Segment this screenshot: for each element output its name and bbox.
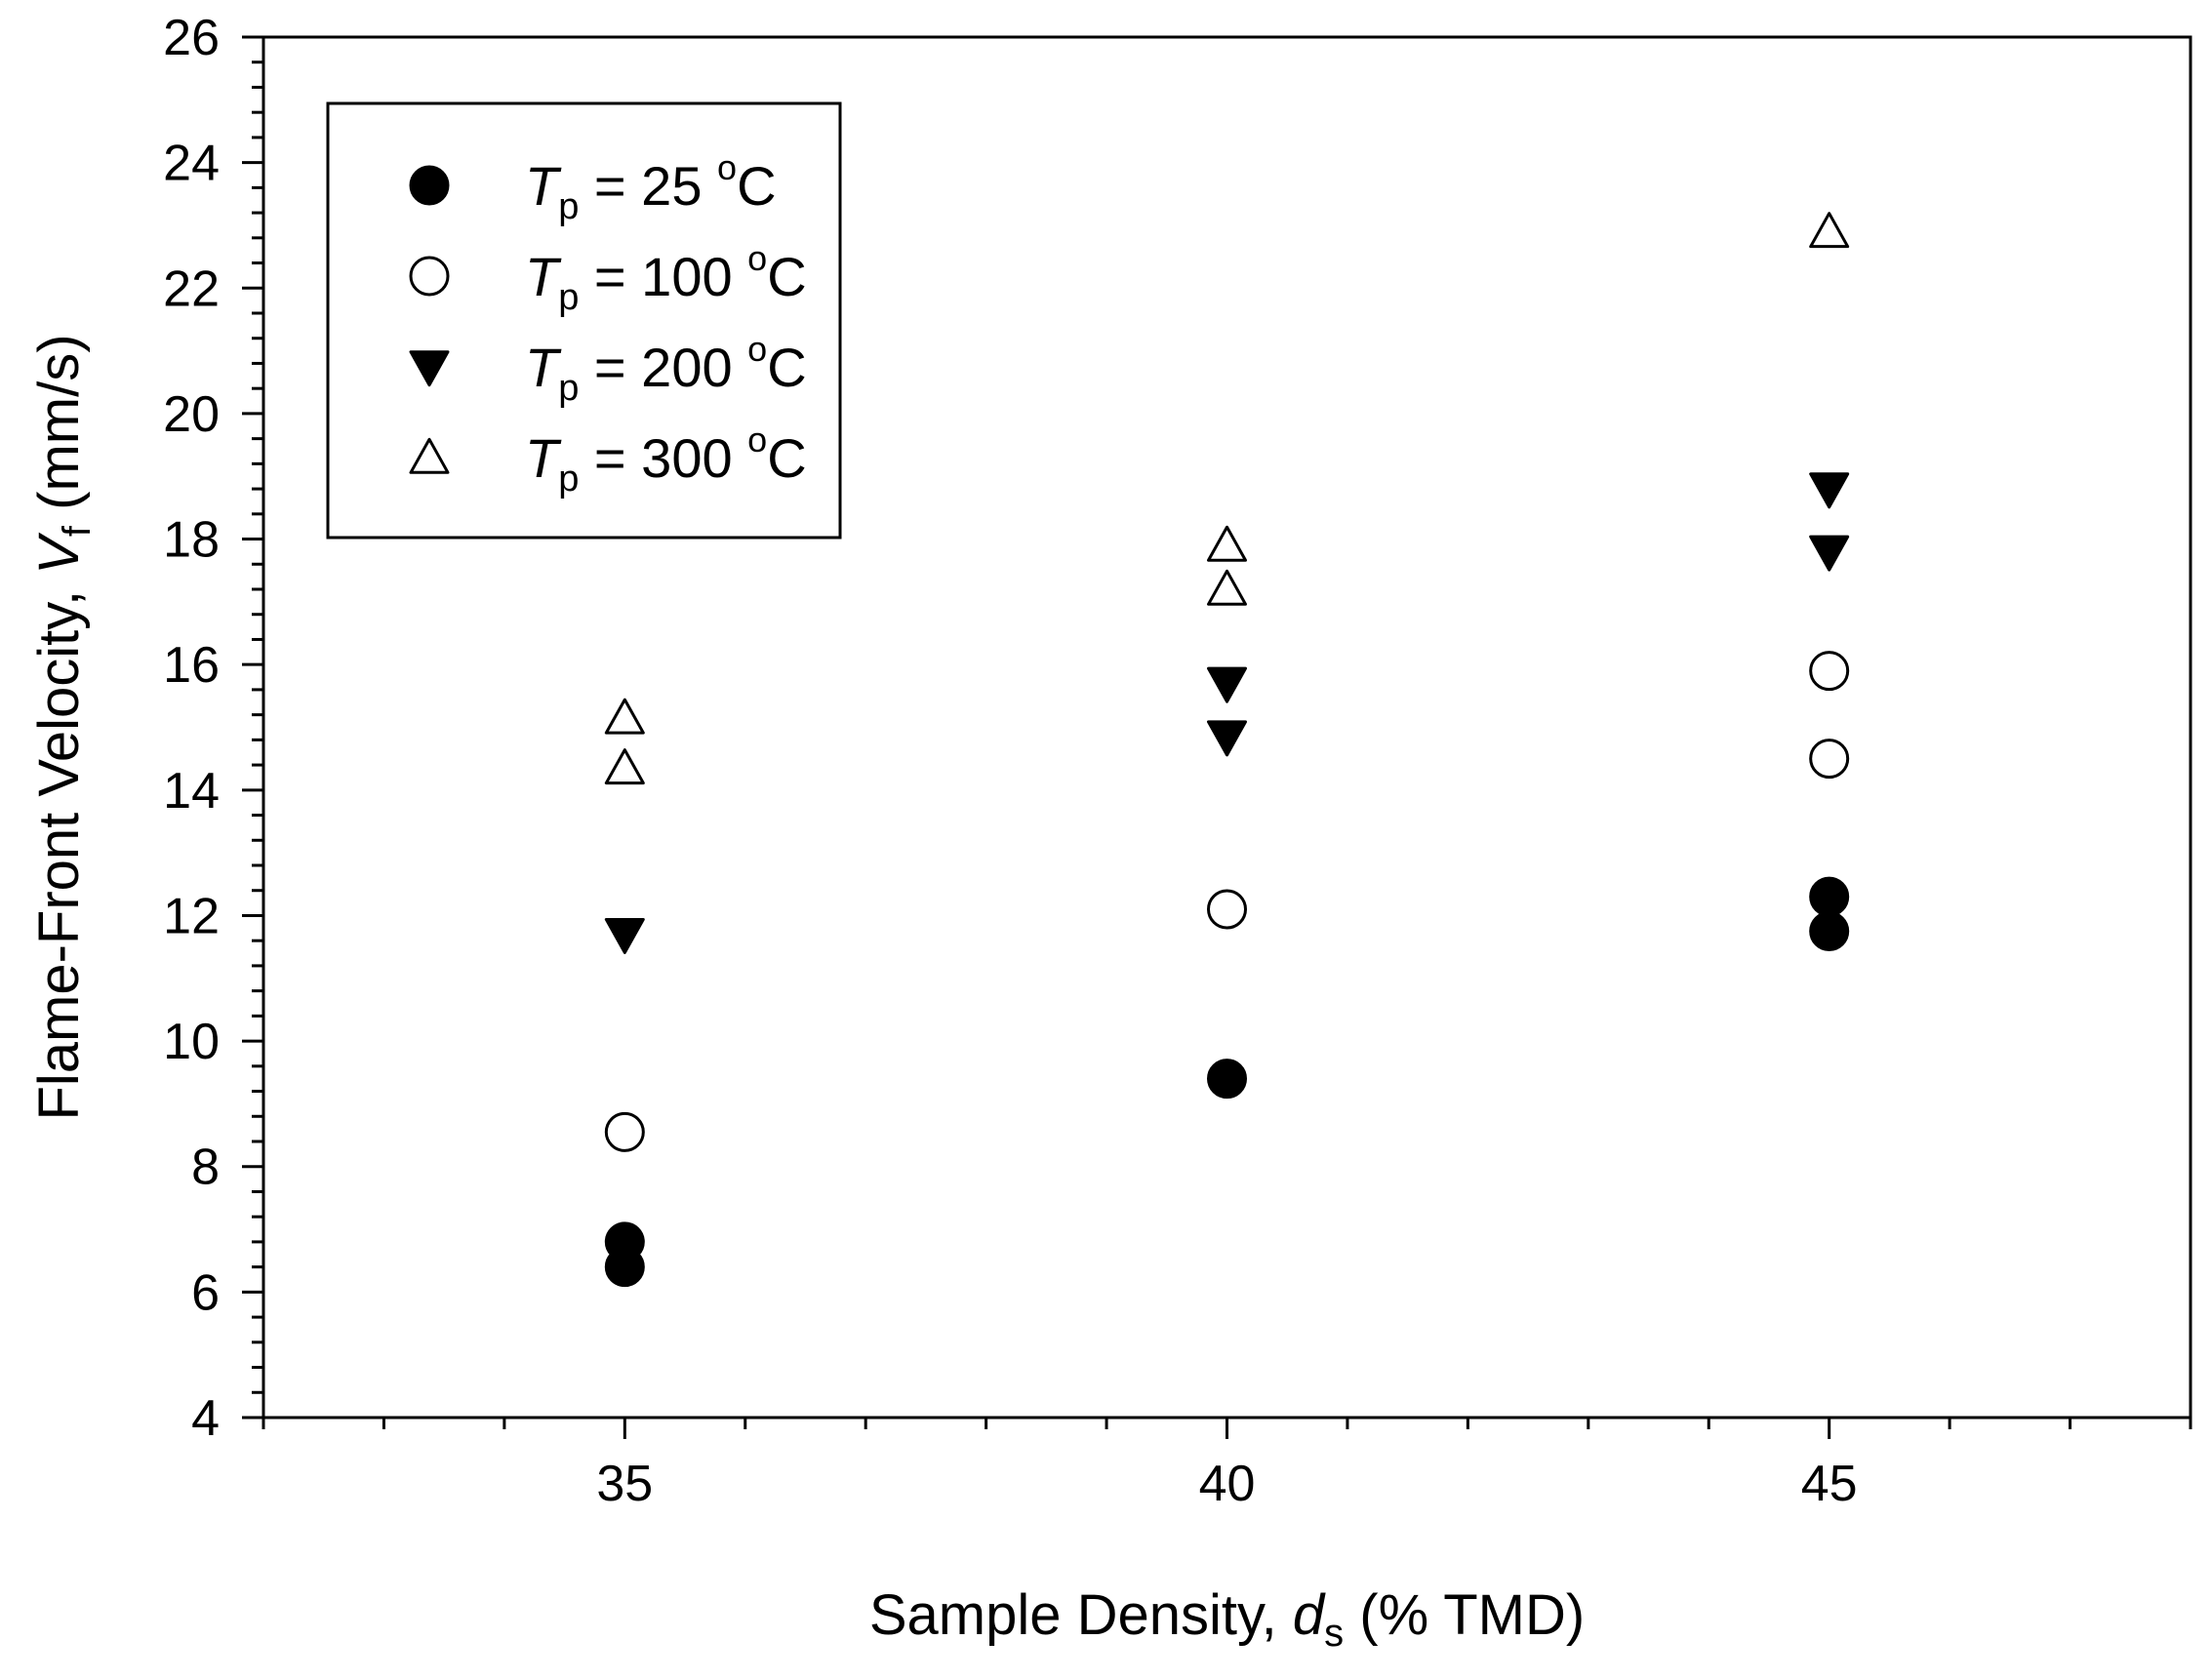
x-axis-title-unit: (% TMD) <box>1344 1583 1585 1647</box>
x-tick-label: 35 <box>596 1456 653 1512</box>
legend: Tp = 25 oC Tp = 100 oC Tp = 200 oC Tp = 300… <box>326 101 842 540</box>
x-axis-title-symbol: d <box>1293 1583 1326 1647</box>
y-tick-label: 12 <box>163 888 220 944</box>
data-point <box>1207 889 1247 930</box>
data-point <box>1207 720 1247 757</box>
data-point <box>604 698 645 735</box>
data-point <box>1207 1059 1247 1100</box>
plot-area-frame <box>261 35 2192 1420</box>
y-tick-label: 24 <box>163 136 220 192</box>
series-2 <box>604 651 1850 1152</box>
data-point <box>1809 212 1850 249</box>
legend-marker <box>409 437 450 474</box>
legend-entry: Tp = 25 oC <box>409 147 777 227</box>
data-point <box>1809 739 1850 780</box>
data-point <box>1809 472 1850 509</box>
legend-label: Tp = 100 oC <box>525 238 807 318</box>
series-3 <box>604 472 1850 954</box>
y-axis-title-main: Flame-Front Velocity, <box>27 575 91 1121</box>
x-tick-label: 45 <box>1801 1456 1858 1512</box>
y-tick-label: 6 <box>191 1264 220 1321</box>
data-point <box>1809 911 1850 952</box>
legend-entry: Tp = 200 oC <box>409 329 807 409</box>
data-point <box>604 748 645 785</box>
y-axis-title: Flame-Front Velocity, Vf (mm/s) <box>27 334 99 1120</box>
legend-entry: Tp = 300 oC <box>409 420 807 500</box>
y-tick-label: 20 <box>163 386 220 443</box>
legend-marker <box>409 165 450 206</box>
data-point <box>1207 666 1247 703</box>
series-1 <box>604 876 1850 1288</box>
legend-entry: Tp = 100 oC <box>409 238 807 318</box>
x-tick-label: 40 <box>1199 1456 1256 1512</box>
y-axis-title-symbol: V <box>27 532 91 575</box>
data-point <box>604 1111 645 1152</box>
y-tick-label: 26 <box>163 10 220 66</box>
data-point <box>604 1247 645 1288</box>
y-tick-label: 14 <box>163 763 220 820</box>
legend-label: Tp = 300 oC <box>525 420 807 500</box>
data-point <box>1207 569 1247 606</box>
data-point <box>1809 651 1850 692</box>
y-tick-label: 18 <box>163 512 220 569</box>
y-tick-label: 22 <box>163 260 220 317</box>
y-axis-title-unit: (mm/s) <box>27 334 91 526</box>
series-4 <box>604 212 1850 785</box>
data-point <box>604 917 645 954</box>
y-tick-label: 8 <box>191 1140 220 1196</box>
legend-marker <box>409 350 450 387</box>
data-point <box>1207 525 1247 562</box>
x-axis-title: Sample Density, ds (% TMD) <box>869 1583 1585 1655</box>
data-point <box>1809 535 1850 572</box>
y-tick-label: 10 <box>163 1014 220 1070</box>
data-points <box>604 212 1850 1288</box>
axis-ticks: 35 40 45 4 6 8 10 12 14 16 18 20 22 24 26 <box>163 10 2192 1512</box>
data-point <box>1809 876 1850 917</box>
y-axis-title-subscript: f <box>56 525 99 537</box>
x-axis-title-main: Sample Density, <box>869 1583 1293 1647</box>
legend-marker <box>409 256 450 297</box>
y-tick-label: 4 <box>191 1390 220 1447</box>
legend-label: Tp = 25 oC <box>525 147 777 227</box>
legend-label: Tp = 200 oC <box>525 329 807 409</box>
x-axis-title-subscript: s <box>1324 1612 1344 1655</box>
y-tick-label: 16 <box>163 637 220 694</box>
